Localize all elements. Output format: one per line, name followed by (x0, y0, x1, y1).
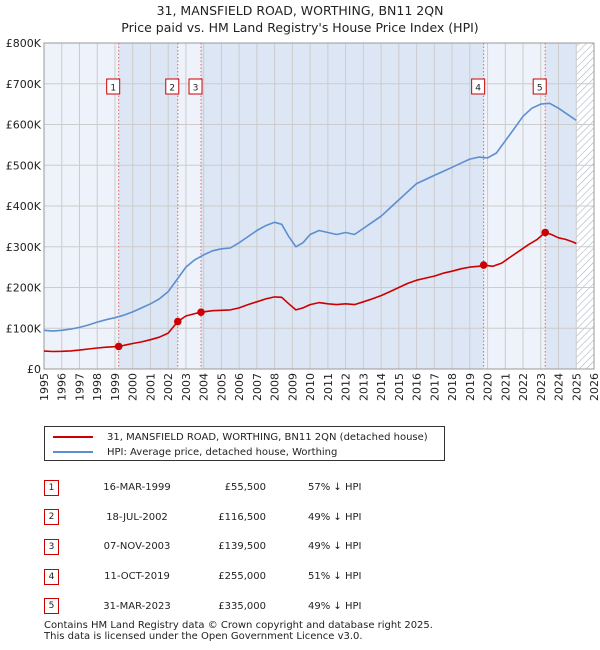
sale-label-5: 5 (537, 84, 543, 94)
x-tick-label: 2009 (286, 373, 299, 401)
legend-label-property: 31, MANSFIELD ROAD, WORTHING, BN11 2QN (… (107, 431, 428, 443)
sale-price: £116,500 (218, 511, 266, 523)
x-tick-label: 2026 (588, 373, 600, 401)
x-tick-label: 1995 (38, 373, 51, 401)
x-tick-label: 2023 (535, 373, 548, 401)
sale-hpi-diff: 51% ↓ HPI (308, 571, 362, 583)
y-tick-label: £200K (6, 282, 42, 295)
sale-number-badge: 5 (44, 598, 59, 615)
sale-label-4: 4 (475, 84, 481, 94)
legend-swatch-hpi (53, 451, 93, 453)
footer-attribution: Contains HM Land Registry data © Crown c… (44, 620, 433, 642)
sale-point-5 (541, 228, 550, 237)
x-tick-label: 2019 (464, 373, 477, 401)
table-row: 3 07-NOV-2003 £139,500 49% ↓ HPI (44, 532, 464, 562)
y-tick-label: £400K (6, 200, 42, 213)
sale-label-box-3 (188, 78, 203, 95)
sale-number-badge: 2 (44, 509, 59, 526)
sale-label-3: 3 (193, 84, 199, 94)
hpi-series-line (43, 102, 577, 332)
x-tick-label: 1998 (91, 373, 104, 401)
x-tick-label: 2010 (304, 373, 317, 401)
table-row: 5 31-MAR-2023 £335,000 49% ↓ HPI (44, 591, 464, 621)
sale-label-box-1 (106, 78, 121, 95)
sales-table: 1 16-MAR-1999 £55,500 57% ↓ HPI 2 18-JUL… (44, 473, 464, 621)
x-tick-label: 2015 (393, 373, 406, 401)
x-tick-label: 2000 (127, 373, 140, 401)
x-tick-label: 1997 (73, 373, 86, 401)
x-tick-label: 2014 (375, 373, 388, 401)
x-tick-label: 2006 (233, 373, 246, 401)
sale-date: 16-MAR-1999 (103, 482, 171, 494)
x-tick-label: 2012 (340, 373, 353, 401)
sale-date: 18-JUL-2002 (106, 511, 168, 523)
legend-item-property: 31, MANSFIELD ROAD, WORTHING, BN11 2QN (… (53, 430, 428, 444)
x-tick-label: 2016 (411, 373, 424, 401)
sale-hpi-diff: 49% ↓ HPI (308, 600, 362, 612)
x-tick-label: 2007 (251, 373, 264, 401)
x-tick-label: 1996 (56, 373, 69, 401)
y-tick-label: £500K (6, 159, 42, 172)
x-tick-label: 2025 (570, 373, 583, 401)
x-tick-label: 2024 (553, 373, 566, 401)
sale-hpi-diff: 49% ↓ HPI (308, 511, 362, 523)
y-tick-label: £300K (6, 241, 42, 254)
footer-copyright: Contains HM Land Registry data © Crown c… (44, 620, 433, 631)
sale-price: £55,500 (224, 482, 266, 494)
x-tick-label: 2022 (517, 373, 530, 401)
y-tick-label: £0 (27, 363, 41, 376)
sale-date: 07-NOV-2003 (103, 541, 171, 553)
sale-label-box-4 (471, 78, 486, 95)
sale-hpi-diff: 49% ↓ HPI (308, 541, 362, 553)
legend-swatch-property (53, 436, 93, 438)
sale-label-box-2 (165, 78, 180, 95)
x-tick-label: 2001 (144, 373, 157, 401)
legend-item-hpi: HPI: Average price, detached house, Wort… (53, 445, 337, 459)
sale-number-badge: 3 (44, 538, 59, 555)
table-row: 2 18-JUL-2002 £116,500 49% ↓ HPI (44, 503, 464, 533)
x-tick-label: 2011 (322, 373, 335, 401)
x-tick-label: 2008 (269, 373, 282, 401)
footer-licence: This data is licensed under the Open Gov… (44, 631, 363, 642)
chart-title: 31, MANSFIELD ROAD, WORTHING, BN11 2QN P… (0, 2, 600, 36)
x-tick-label: 1999 (109, 373, 122, 401)
x-tick-label: 2002 (162, 373, 175, 401)
sale-label-2: 2 (169, 84, 175, 94)
x-tick-label: 2018 (446, 373, 459, 401)
table-row: 1 16-MAR-1999 £55,500 57% ↓ HPI (44, 473, 464, 503)
sale-label-1: 1 (110, 84, 116, 94)
x-tick-label: 2013 (357, 373, 370, 401)
sale-label-box-5 (532, 78, 547, 95)
x-tick-label: 2004 (198, 373, 211, 401)
sale-price: £255,000 (218, 571, 266, 583)
sale-number-badge: 1 (44, 479, 59, 496)
chart-title-line1: 31, MANSFIELD ROAD, WORTHING, BN11 2QN (156, 3, 444, 18)
x-tick-label: 2005 (215, 373, 228, 401)
chart-subtitle: Price paid vs. HM Land Registry's House … (121, 20, 479, 35)
sale-hpi-diff: 57% ↓ HPI (308, 482, 362, 494)
sale-point-2 (173, 317, 182, 326)
y-tick-label: £700K (6, 78, 42, 91)
y-tick-label: £600K (6, 119, 42, 132)
table-row: 4 11-OCT-2019 £255,000 51% ↓ HPI (44, 562, 464, 592)
x-tick-label: 2017 (428, 373, 441, 401)
price-chart: £0 £100K £200K £300K £400K £500K £600K £700K £80… (6, 37, 600, 401)
legend-label-hpi: HPI: Average price, detached house, Wort… (107, 446, 338, 458)
sale-price: £335,000 (218, 600, 266, 612)
sale-point-4 (479, 261, 488, 269)
x-tick-label: 2021 (499, 373, 512, 401)
sale-point-1 (114, 342, 123, 351)
y-tick-label: £100K (6, 322, 42, 335)
chart-legend: 31, MANSFIELD ROAD, WORTHING, BN11 2QN (… (44, 426, 445, 461)
x-tick-label: 2020 (482, 373, 495, 401)
x-tick-label: 2003 (180, 373, 193, 401)
plot-border (43, 42, 595, 370)
sale-price: £139,500 (218, 541, 266, 553)
sale-number-badge: 4 (44, 568, 59, 585)
y-tick-label: £800K (6, 37, 42, 50)
sale-date: 11-OCT-2019 (104, 571, 170, 583)
sale-point-3 (197, 308, 205, 316)
property-series-line (43, 231, 577, 353)
sale-date: 31-MAR-2023 (103, 600, 171, 612)
